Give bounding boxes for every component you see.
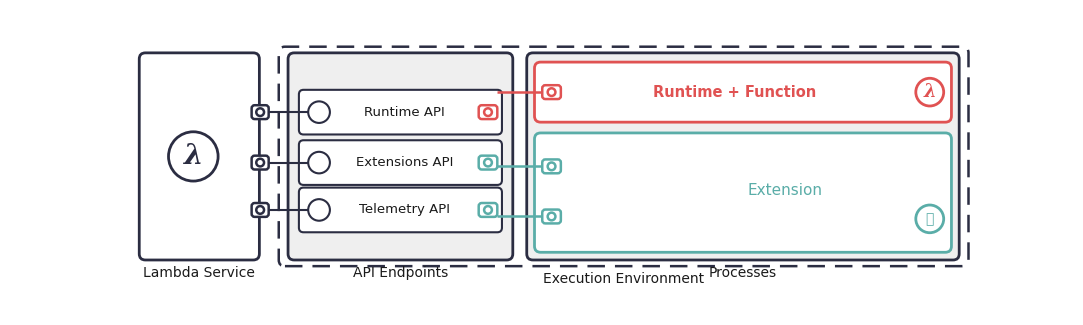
FancyBboxPatch shape xyxy=(299,140,501,185)
Text: Runtime API: Runtime API xyxy=(364,106,445,119)
FancyBboxPatch shape xyxy=(299,90,501,135)
FancyBboxPatch shape xyxy=(479,203,497,217)
FancyBboxPatch shape xyxy=(251,156,269,170)
FancyBboxPatch shape xyxy=(140,53,259,260)
Circle shape xyxy=(309,101,330,123)
FancyBboxPatch shape xyxy=(251,105,269,119)
FancyBboxPatch shape xyxy=(535,133,952,252)
Circle shape xyxy=(916,205,943,233)
FancyBboxPatch shape xyxy=(543,210,561,223)
Circle shape xyxy=(548,162,556,170)
Text: API Endpoints: API Endpoints xyxy=(353,266,448,280)
Text: Runtime + Function: Runtime + Function xyxy=(653,84,817,100)
FancyBboxPatch shape xyxy=(479,156,497,170)
Circle shape xyxy=(484,108,492,116)
Text: λ: λ xyxy=(924,83,936,101)
FancyBboxPatch shape xyxy=(535,62,952,122)
Circle shape xyxy=(169,132,218,181)
FancyBboxPatch shape xyxy=(251,203,269,217)
Circle shape xyxy=(548,88,556,96)
Text: Extensions API: Extensions API xyxy=(356,156,453,169)
FancyBboxPatch shape xyxy=(526,53,960,260)
Circle shape xyxy=(257,108,264,116)
FancyBboxPatch shape xyxy=(543,160,561,173)
Text: Execution Environment: Execution Environment xyxy=(543,272,704,286)
Circle shape xyxy=(257,206,264,214)
Circle shape xyxy=(916,78,943,106)
Circle shape xyxy=(309,152,330,173)
Circle shape xyxy=(484,206,492,214)
FancyBboxPatch shape xyxy=(543,85,561,99)
FancyBboxPatch shape xyxy=(288,53,512,260)
Circle shape xyxy=(309,199,330,221)
Text: λ: λ xyxy=(183,143,203,170)
Text: Processes: Processes xyxy=(709,266,777,280)
Text: Telemetry API: Telemetry API xyxy=(358,203,449,216)
Text: Lambda Service: Lambda Service xyxy=(143,266,256,280)
Circle shape xyxy=(484,159,492,166)
Circle shape xyxy=(257,159,264,166)
FancyBboxPatch shape xyxy=(299,188,501,232)
Circle shape xyxy=(548,213,556,220)
FancyBboxPatch shape xyxy=(479,105,497,119)
Text: ⏻: ⏻ xyxy=(926,212,934,226)
Text: Extension: Extension xyxy=(747,183,822,198)
